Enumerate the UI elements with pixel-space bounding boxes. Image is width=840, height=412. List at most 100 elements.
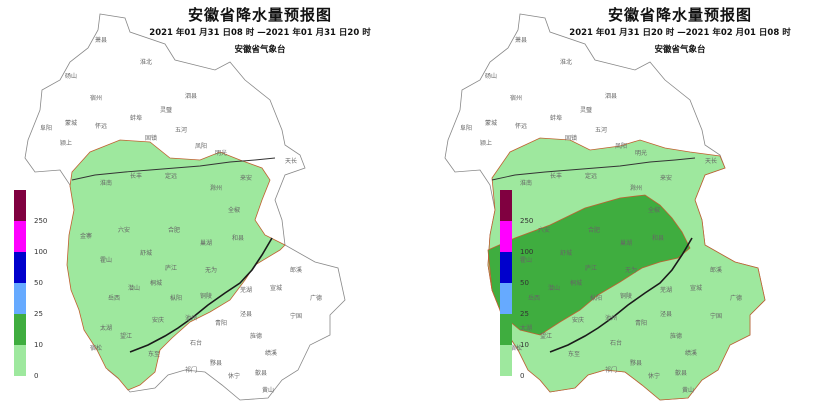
- place-label: 庐江: [165, 264, 177, 272]
- place-label: 天长: [285, 157, 297, 165]
- place-label: 望江: [120, 332, 132, 340]
- place-label: 宁国: [710, 312, 722, 320]
- issuer: 安徽省气象台: [234, 45, 286, 55]
- place-label: 霍山: [100, 256, 112, 264]
- place-label: 广德: [730, 294, 742, 302]
- place-label: 岳西: [528, 295, 540, 302]
- legend-swatch-0: [500, 345, 512, 376]
- place-label: 阜阳: [460, 124, 472, 132]
- place-label: 绩溪: [685, 349, 697, 357]
- place-label: 全椒: [228, 206, 240, 214]
- yangtze-river: [549, 237, 693, 353]
- place-label: 阜阳: [40, 124, 52, 132]
- place-label: 合肥: [588, 226, 600, 234]
- legend-swatch-0: [14, 345, 26, 376]
- legend-label: 0: [34, 372, 39, 380]
- place-label: 枞阳: [170, 294, 182, 302]
- place-label: 萧县: [95, 36, 107, 44]
- place-label: 巢湖: [620, 239, 632, 247]
- place-label: 太湖: [100, 324, 112, 332]
- place-label: 长丰: [130, 172, 142, 180]
- place-label: 池州: [605, 314, 617, 322]
- place-label: 颍上: [480, 139, 492, 147]
- place-label: 蚌埠: [130, 114, 142, 122]
- place-label: 青阳: [635, 319, 647, 327]
- place-label: 黄山: [682, 386, 694, 394]
- place-label: 舒城: [140, 249, 152, 257]
- place-label: 灵璧: [160, 106, 172, 114]
- place-label: 广德: [310, 294, 322, 302]
- place-label: 歙县: [675, 369, 687, 377]
- legend-swatch-100: [500, 221, 512, 252]
- place-label: 凤阳: [615, 142, 627, 150]
- issuer: 安徽省气象台: [654, 45, 706, 55]
- place-label: 淮南: [100, 179, 112, 187]
- place-label: 枞阳: [590, 294, 602, 302]
- place-label: 来安: [240, 174, 252, 182]
- place-label: 潜山: [128, 284, 140, 292]
- place-label: 桐城: [150, 279, 162, 287]
- place-label: 金寨: [80, 232, 92, 240]
- place-label: 安庆: [152, 316, 164, 324]
- legend-swatch-250: [14, 190, 26, 221]
- yangtze-river: [129, 237, 273, 353]
- place-label: 颍上: [60, 139, 72, 147]
- place-label: 泾县: [660, 310, 672, 318]
- place-label: 芜湖: [660, 286, 672, 294]
- forecast-period: 2021 年01 月31 日08 时 —2021 年01 月31 日20 时: [149, 28, 371, 38]
- map-title: 安徽省降水量预报图: [607, 6, 752, 24]
- huai-river: [71, 157, 276, 181]
- place-label: 安庆: [572, 316, 584, 324]
- place-label: 宣城: [270, 284, 282, 292]
- place-label: 淮北: [140, 58, 152, 66]
- legend-label: 50: [34, 279, 43, 287]
- place-label: 怀远: [95, 122, 107, 130]
- place-label: 长丰: [550, 172, 562, 180]
- forecast-period: 2021 年01 月31 日20 时 —2021 年02 月01 日08 时: [569, 28, 791, 38]
- place-label: 六安: [538, 226, 550, 234]
- place-label: 岳西: [108, 295, 120, 302]
- place-label: 滁州: [210, 184, 222, 192]
- place-label: 凤阳: [195, 142, 207, 150]
- place-label: 砀山: [485, 72, 497, 80]
- place-label: 五河: [595, 126, 607, 134]
- place-label: 明光: [215, 149, 227, 157]
- moderate-rain-area: [487, 194, 691, 336]
- place-label: 绩溪: [265, 349, 277, 357]
- place-label: 石台: [610, 339, 622, 347]
- place-label: 黟县: [630, 359, 642, 367]
- place-label: 和县: [232, 234, 244, 242]
- place-label: 东至: [148, 350, 160, 358]
- place-label: 无为: [625, 266, 637, 274]
- legend-swatch-50: [14, 252, 26, 283]
- place-label: 青阳: [215, 319, 227, 327]
- place-label: 无为: [205, 266, 217, 274]
- place-label: 铜陵: [620, 292, 632, 300]
- place-labels-right: 萧县 淮北 砀山 宿州 灵璧 泗县 蒙城 怀远 蚌埠 五河 固镇 凤阳 明光 天…: [460, 36, 742, 394]
- place-label: 霍山: [520, 256, 532, 264]
- place-label: 舒城: [560, 249, 572, 257]
- legend-label: 100: [520, 248, 534, 256]
- place-label: 休宁: [648, 372, 660, 380]
- place-label: 固镇: [145, 134, 157, 142]
- legend-swatch-10: [500, 314, 512, 345]
- place-label: 郎溪: [290, 266, 302, 274]
- place-label: 庐江: [585, 264, 597, 272]
- place-label: 蒙城: [65, 119, 77, 127]
- forecast-map-panel-left: 萧县 淮北 砀山 宿州 灵璧 泗县 蒙城 怀远 蚌埠 五河 固镇 凤阳 明光 天…: [14, 6, 371, 401]
- place-label: 六安: [118, 226, 130, 234]
- place-label: 石台: [190, 339, 202, 347]
- place-label: 明光: [635, 149, 647, 157]
- place-label: 休宁: [228, 372, 240, 380]
- legend-label: 250: [520, 217, 534, 225]
- place-label: 淮南: [520, 179, 532, 187]
- place-label: 泾县: [240, 310, 252, 318]
- place-label: 蚌埠: [550, 114, 562, 122]
- place-label: 巢湖: [200, 239, 212, 247]
- place-label: 蒙城: [485, 119, 497, 127]
- place-label: 歙县: [255, 369, 267, 377]
- place-label: 潜山: [548, 284, 560, 292]
- place-label: 池州: [185, 314, 197, 322]
- place-label: 合肥: [168, 226, 180, 234]
- place-label: 定远: [165, 172, 177, 180]
